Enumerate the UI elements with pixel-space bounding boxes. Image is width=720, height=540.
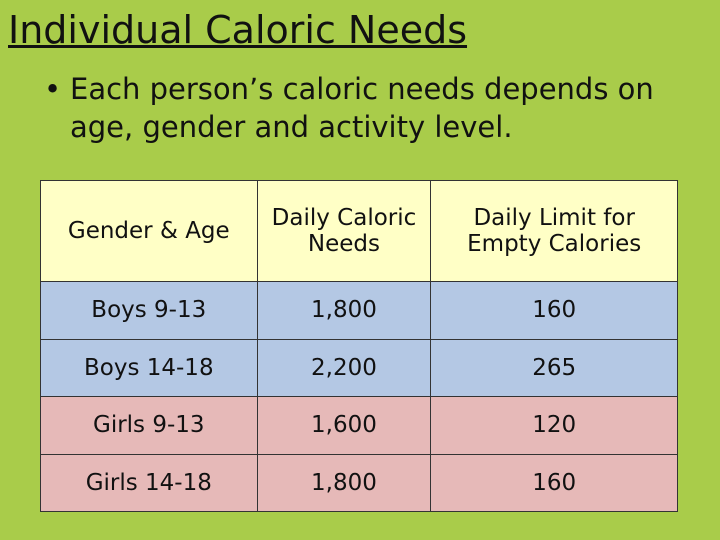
column-header: Gender & Age [40, 180, 258, 282]
bullet-text: Each person’s caloric needs depends on a… [70, 72, 654, 144]
table-cell: 1,800 [256, 281, 432, 340]
table-cell: Girls 14-18 [40, 453, 258, 512]
table-row: Boys 14-18 2,200 265 [40, 338, 678, 397]
table-row: Girls 14-18 1,800 160 [40, 453, 678, 512]
column-header: Daily Limit for Empty Calories [430, 180, 678, 282]
table-row: Boys 9-13 1,800 160 [40, 281, 678, 340]
table-cell: 1,800 [256, 453, 432, 512]
table-cell: Boys 9-13 [40, 281, 258, 340]
table-cell: Boys 14-18 [40, 338, 258, 397]
column-header: Daily Caloric Needs [256, 180, 432, 282]
table-cell: 2,200 [256, 338, 432, 397]
table-row: Girls 9-13 1,600 120 [40, 396, 678, 455]
table-cell: 160 [430, 281, 678, 340]
table-cell: 1,600 [256, 396, 432, 455]
title: Individual Caloric Needs [8, 8, 468, 52]
table-cell: 160 [430, 453, 678, 512]
table-cell: 265 [430, 338, 678, 397]
calorie-table: Gender & Age Daily Caloric Needs Daily Lim… [40, 180, 678, 512]
bullet: • Each person’s caloric needs depends on … [44, 70, 720, 146]
table-cell: 120 [430, 396, 678, 455]
table-cell: Girls 9-13 [40, 396, 258, 455]
